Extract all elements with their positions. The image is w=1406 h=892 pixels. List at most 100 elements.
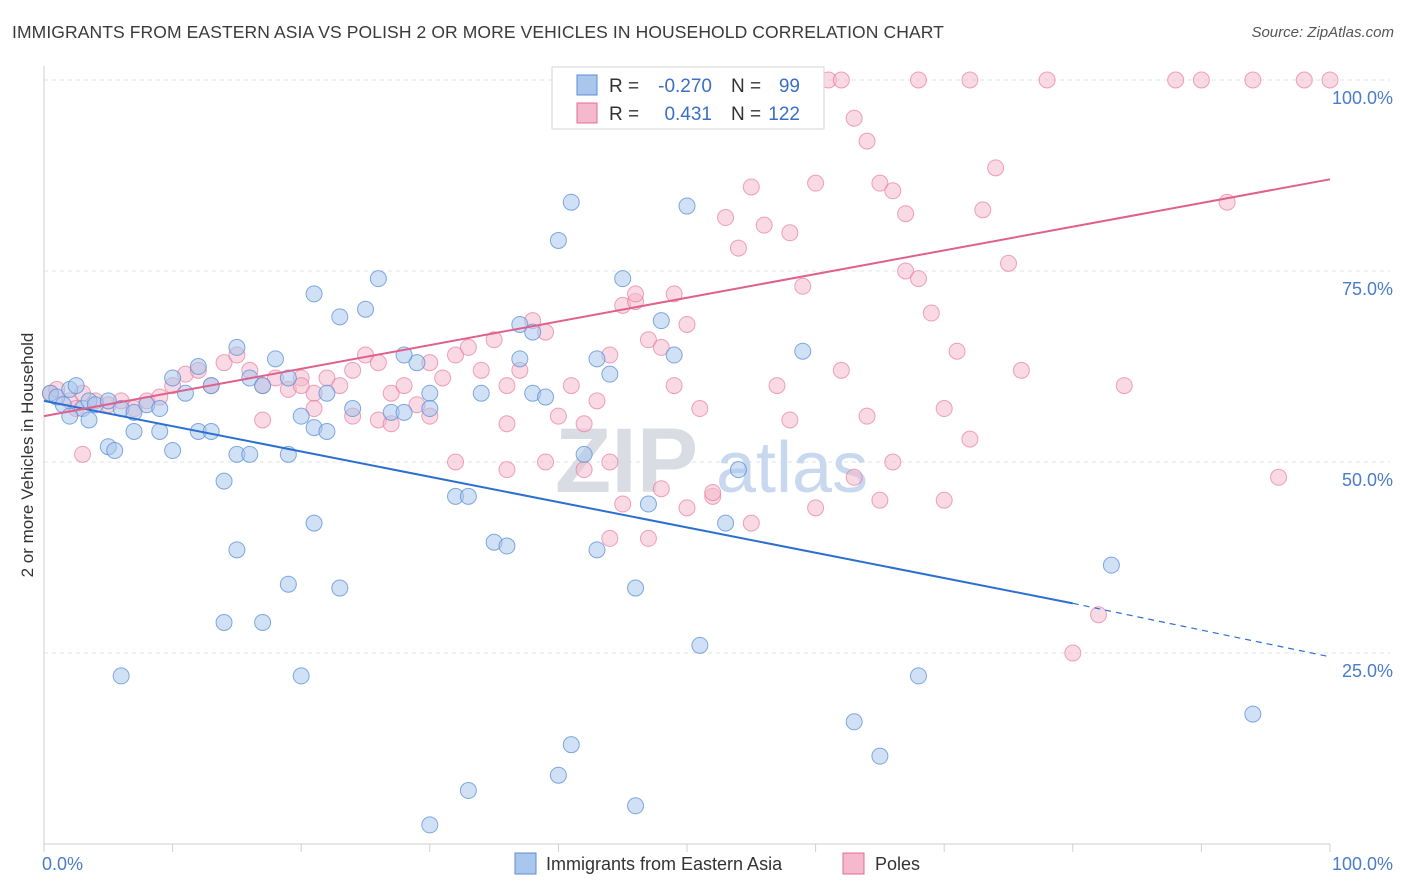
eastern-asia-point	[357, 300, 374, 318]
poles-trend-line	[43, 178, 1331, 418]
eastern-asia-point	[691, 636, 709, 654]
eastern-asia-point	[588, 350, 606, 368]
x-tick-label-max: 100.0%	[1332, 854, 1393, 874]
poles-point	[1192, 71, 1210, 89]
bottom-legend-label-pink: Poles	[875, 854, 920, 874]
eastern-asia-point	[1244, 705, 1262, 723]
eastern-asia-trend-extension	[1072, 602, 1331, 658]
trend-lines	[43, 178, 1331, 658]
eastern-asia-point	[562, 736, 580, 754]
poles-point	[961, 430, 979, 448]
legend-n-label-1: N =	[731, 76, 761, 97]
poles-point	[1000, 254, 1017, 272]
poles-point	[395, 377, 413, 395]
poles-point	[344, 361, 362, 379]
eastern-asia-point	[112, 667, 130, 685]
eastern-asia-point	[524, 323, 542, 341]
eastern-asia-point	[639, 495, 657, 513]
poles-point	[1295, 71, 1313, 89]
eastern-asia-point	[421, 384, 439, 402]
poles-point	[832, 71, 850, 89]
eastern-asia-point	[408, 354, 426, 372]
poles-point	[652, 480, 670, 498]
eastern-asia-trend-line	[43, 399, 1073, 605]
eastern-asia-point	[215, 613, 233, 631]
poles-point	[987, 159, 1005, 177]
poles-point	[639, 331, 657, 349]
eastern-asia-point	[871, 747, 889, 765]
legend-n-value-1: 99	[779, 76, 800, 97]
eastern-asia-point	[729, 461, 747, 479]
poles-point	[781, 224, 799, 242]
poles-point	[717, 209, 735, 227]
poles-point	[948, 342, 966, 360]
eastern-asia-point	[202, 422, 220, 440]
eastern-asia-point	[292, 667, 310, 685]
poles-point	[974, 201, 992, 219]
eastern-asia-point	[549, 231, 567, 249]
eastern-asia-point	[254, 613, 272, 631]
eastern-asia-point	[421, 816, 439, 834]
poles-point	[652, 338, 670, 356]
poles-point	[858, 407, 876, 425]
poles-point	[884, 182, 902, 200]
poles-point	[639, 529, 657, 547]
eastern-asia-point	[601, 365, 619, 383]
poles-point	[1167, 71, 1185, 89]
eastern-asia-point	[254, 377, 272, 395]
poles-point	[382, 384, 400, 402]
eastern-asia-point	[344, 400, 362, 418]
eastern-asia-point	[549, 766, 567, 784]
eastern-asia-point	[67, 377, 85, 395]
eastern-asia-point	[395, 403, 413, 421]
eastern-asia-point	[331, 308, 349, 326]
poles-point	[498, 415, 516, 433]
eastern-asia-point	[537, 388, 555, 406]
eastern-asia-point	[228, 541, 246, 559]
y-tick-label: 75.0%	[1342, 279, 1393, 299]
legend-r-label-2: R =	[609, 104, 639, 125]
poles-point	[832, 361, 850, 379]
poles-point	[884, 453, 902, 471]
eastern-asia-point	[80, 411, 98, 429]
correlation-legend: R = -0.270 N = 99 R = 0.431 N = 122	[551, 66, 825, 130]
eastern-asia-point	[665, 346, 683, 364]
x-tick-label-min: 0.0%	[42, 854, 83, 874]
poles-point	[909, 71, 927, 89]
poles-point	[845, 468, 863, 486]
eastern-asia-point	[125, 422, 143, 440]
poles-point	[665, 377, 683, 395]
poles-point	[691, 400, 709, 418]
poles-point	[549, 407, 567, 425]
poles-point	[305, 400, 323, 418]
eastern-asia-point	[1102, 556, 1120, 574]
poles-point	[1038, 71, 1056, 89]
series-legend: Immigrants from Eastern Asia Poles	[514, 852, 920, 875]
eastern-asia-point	[241, 445, 259, 463]
eastern-asia-point	[627, 579, 645, 597]
eastern-asia-point	[305, 514, 323, 532]
poles-point	[562, 377, 580, 395]
poles-point	[935, 400, 953, 418]
eastern-asia-point	[305, 285, 323, 303]
poles-point	[781, 411, 799, 429]
poles-point	[871, 491, 889, 509]
watermark: ZIP atlas	[555, 410, 868, 512]
eastern-asia-point	[369, 270, 387, 288]
poles-point	[498, 461, 516, 479]
eastern-asia-point	[228, 338, 246, 356]
poles-point	[1244, 71, 1262, 89]
poles-point	[909, 270, 927, 288]
chart-title: IMMIGRANTS FROM EASTERN ASIA VS POLISH 2…	[12, 22, 944, 42]
eastern-asia-point	[164, 369, 182, 387]
poles-point	[498, 377, 516, 395]
legend-r-value-2: 0.431	[664, 104, 712, 125]
poles-point	[935, 491, 953, 509]
poles-point	[871, 174, 889, 192]
grid-lines	[44, 79, 1390, 654]
poles-point	[897, 262, 915, 280]
eastern-asia-point	[511, 350, 529, 368]
poles-point	[755, 216, 773, 234]
bottom-legend-swatch-blue	[514, 852, 537, 875]
